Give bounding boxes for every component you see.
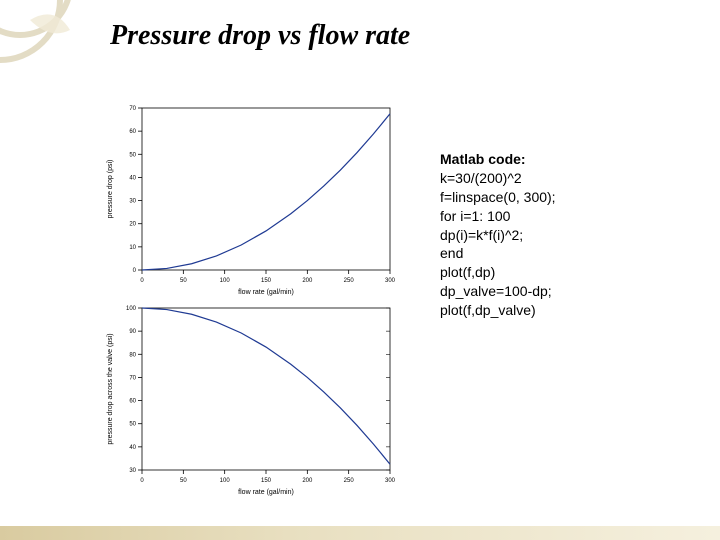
svg-text:90: 90	[129, 329, 136, 335]
svg-text:80: 80	[129, 352, 136, 358]
code-line: k=30/(200)^2	[440, 169, 700, 188]
svg-text:30: 30	[129, 199, 136, 205]
svg-text:150: 150	[261, 478, 272, 484]
svg-text:50: 50	[180, 478, 187, 484]
svg-text:70: 70	[129, 375, 136, 381]
svg-text:pressure drop (psi): pressure drop (psi)	[107, 160, 114, 219]
svg-text:40: 40	[129, 445, 136, 451]
svg-text:50: 50	[129, 422, 136, 428]
svg-text:60: 60	[129, 399, 136, 405]
code-line: dp_valve=100-dp;	[440, 282, 700, 301]
svg-text:100: 100	[220, 278, 231, 284]
code-line: plot(f,dp_valve)	[440, 301, 700, 320]
svg-text:100: 100	[126, 306, 137, 312]
page-title: Pressure drop vs flow rate	[110, 20, 410, 52]
svg-text:100: 100	[220, 478, 231, 484]
svg-text:70: 70	[129, 106, 136, 112]
code-line: f=linspace(0, 300);	[440, 188, 700, 207]
chart-pressure-drop: 0 50 100 150 200 250 300 0 10 20 30 40 50 60 70 flow ra…	[100, 100, 400, 300]
code-line: for i=1: 100	[440, 207, 700, 226]
svg-text:10: 10	[129, 245, 136, 251]
code-line: end	[440, 244, 700, 263]
svg-text:50: 50	[129, 152, 136, 158]
svg-text:0: 0	[133, 268, 137, 274]
matlab-code-block: Matlab code: k=30/(200)^2 f=linspace(0, …	[440, 150, 700, 320]
chart-valve-pressure: 0 50 100 150 200 250 300 30 40 50 60 70 80 90 100 flow …	[100, 300, 400, 500]
corner-decoration	[0, 0, 100, 100]
svg-text:200: 200	[302, 478, 313, 484]
svg-text:flow rate (gal/min): flow rate (gal/min)	[238, 289, 294, 296]
svg-text:flow rate (gal/min): flow rate (gal/min)	[238, 489, 294, 496]
code-line: dp(i)=k*f(i)^2;	[440, 226, 700, 245]
svg-text:250: 250	[344, 278, 355, 284]
code-line: plot(f,dp)	[440, 263, 700, 282]
code-heading: Matlab code:	[440, 150, 700, 169]
svg-text:300: 300	[385, 478, 396, 484]
svg-text:60: 60	[129, 129, 136, 135]
svg-text:20: 20	[129, 222, 136, 228]
svg-text:150: 150	[261, 278, 272, 284]
svg-text:pressure drop across the valve: pressure drop across the valve (psi)	[107, 333, 114, 444]
svg-text:300: 300	[385, 278, 396, 284]
svg-text:200: 200	[302, 278, 313, 284]
charts-container: 050100150200250300010203040506070flow ra…	[100, 100, 400, 500]
svg-text:50: 50	[180, 278, 187, 284]
svg-text:40: 40	[129, 175, 136, 181]
svg-text:0: 0	[140, 478, 144, 484]
bottom-accent-bar	[0, 526, 720, 540]
svg-text:250: 250	[344, 478, 355, 484]
svg-text:0: 0	[140, 278, 144, 284]
svg-text:30: 30	[129, 468, 136, 474]
